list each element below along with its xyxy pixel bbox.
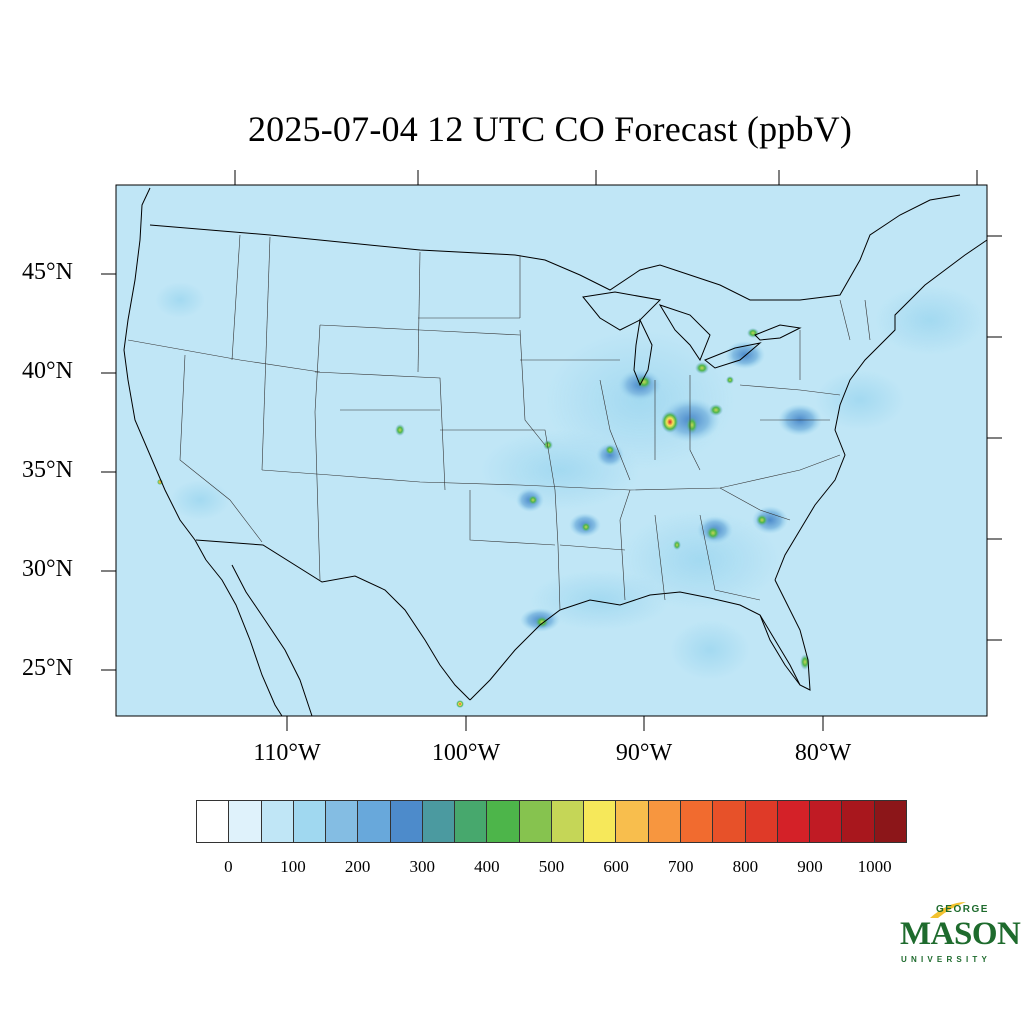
- colorbar-cell: [777, 801, 811, 842]
- colorbar-cell: [842, 801, 875, 842]
- colorbar-tick-label: 1000: [857, 857, 892, 876]
- lon-label-110w: 110°W: [253, 740, 321, 766]
- lat-label-25n: 25°N: [22, 655, 73, 681]
- colorbar-cell: [358, 801, 391, 842]
- colorbar-tick-label: 800: [732, 857, 759, 876]
- map-frame: [115, 184, 988, 717]
- colorbar-tick-label: 400: [474, 857, 500, 876]
- colorbar-cell: [455, 801, 488, 842]
- colorbar-cell: [745, 801, 778, 842]
- lon-label-80w: 80°W: [794, 740, 852, 766]
- lat-label-40n: 40°N: [22, 358, 73, 384]
- colorbar-cell: [713, 801, 746, 842]
- colorbar-tick-label: 300: [409, 857, 435, 876]
- bottom-ticks: [286, 716, 824, 731]
- logo-mason-text: MASON: [900, 916, 1021, 952]
- colorbar-tick-label: 500: [538, 857, 565, 876]
- colorbar-cell: [616, 801, 649, 842]
- lat-label-35n: 35°N: [22, 457, 73, 483]
- colorbar-cell: [422, 801, 456, 842]
- colorbar-cell: [261, 801, 294, 842]
- state-lines: [127, 234, 871, 611]
- co-hotspots: [157, 328, 810, 708]
- colorbar-tick-label: 600: [603, 857, 629, 876]
- colorbar-tick-label: 700: [668, 857, 694, 876]
- colorbar-cell: [326, 801, 359, 842]
- colorbar-tick-label: 0: [224, 857, 233, 876]
- colorbar-cell: [519, 801, 552, 842]
- logo-george-text: GEORGE: [936, 904, 989, 915]
- colorbar-tick-label: 200: [344, 857, 371, 876]
- colorbar-cell: [293, 801, 327, 842]
- colorbar-cell: [680, 801, 714, 842]
- colorbar-tick-label: 100: [280, 857, 306, 876]
- colorbar-cell: [648, 801, 681, 842]
- chart-title: 2025-07-04 12 UTC CO Forecast (ppbV): [247, 109, 853, 149]
- colorbar: [196, 800, 907, 843]
- lat-label-45n: 45°N: [22, 259, 73, 285]
- right-ticks: [987, 235, 1002, 641]
- lon-label-100w: 100°W: [431, 740, 501, 766]
- colorbar-cell: [551, 801, 585, 842]
- colorbar-cell: [390, 801, 423, 842]
- george-mason-logo: GEORGE MASON UNIVERSITY: [898, 900, 1021, 968]
- colorbar-tick-label: 900: [797, 857, 823, 876]
- colorbar-cell: [229, 801, 262, 842]
- lon-label-90w: 90°W: [615, 740, 673, 766]
- colorbar-cell: [810, 801, 843, 842]
- colorbar-cell: [584, 801, 617, 842]
- top-ticks: [234, 170, 978, 185]
- map-boundaries: [123, 187, 988, 717]
- logo-university-text: UNIVERSITY: [901, 955, 992, 964]
- colorbar-cell: [197, 801, 230, 842]
- colorbar-cell: [487, 801, 520, 842]
- logo-swoosh-icon: [930, 902, 966, 918]
- left-ticks: [101, 273, 116, 671]
- colorbar-cell: [874, 801, 906, 842]
- lat-label-30n: 30°N: [22, 556, 73, 582]
